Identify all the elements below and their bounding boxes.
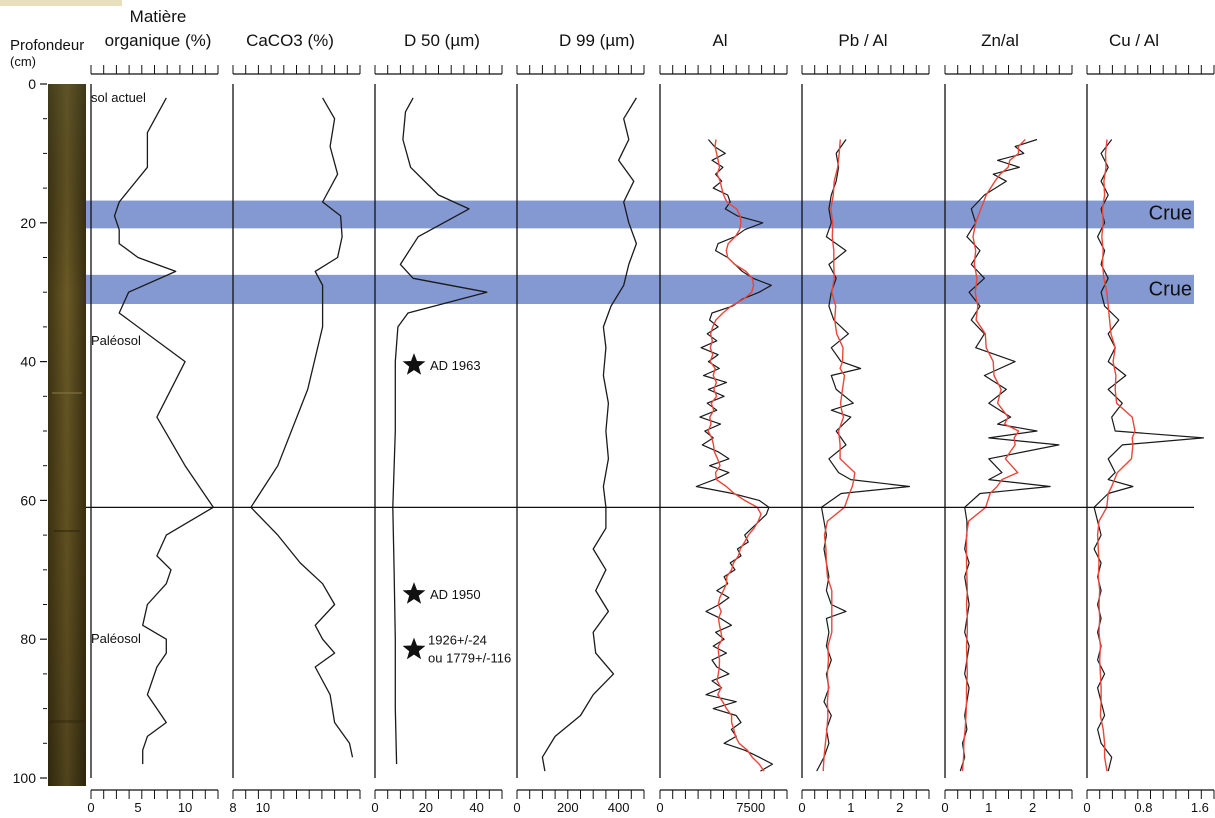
flood-band	[86, 200, 1194, 229]
x-tick-label: 5	[134, 800, 141, 815]
panel-8: 0 0.8 1.6 Cu / Al	[1083, 31, 1215, 815]
profile-line	[392, 97, 488, 765]
flood-band	[86, 274, 1194, 304]
panel-title: D 99 (µm)	[559, 31, 635, 50]
panel-title: D 50 (µm)	[404, 31, 480, 50]
x-tick-label: 1	[847, 800, 854, 815]
x-tick-label: 0	[656, 800, 663, 815]
star-icon	[402, 582, 426, 604]
x-tick-label: 20	[419, 800, 433, 815]
y-tick-label: 80	[20, 631, 36, 647]
x-tick-label: 200	[557, 800, 579, 815]
x-tick-label: 0	[1083, 800, 1090, 815]
x-tick-label: 2	[896, 800, 903, 815]
panel-7: 0 1 2 Zn/al	[941, 31, 1073, 815]
date-label-ad-1963: AD 1963	[430, 358, 481, 373]
x-tick-label: 400	[608, 800, 630, 815]
x-tick-label: 10	[178, 800, 192, 815]
x-tick-label: 0.8	[1134, 800, 1152, 815]
panel-6: 0 1 2 Pb / Al	[798, 31, 930, 815]
x-tick-label: 1.6	[1191, 800, 1209, 815]
panel-3: 0 20 40 D 50 (µm)	[371, 31, 503, 815]
annotation-sol-actuel: sol actuel	[91, 90, 146, 105]
flood-bands	[86, 200, 1194, 304]
x-tick-label: 2	[1029, 800, 1036, 815]
core-photo	[48, 84, 86, 786]
panel-5: 0 7500 Al	[656, 31, 788, 815]
x-tick-label: 10	[256, 800, 270, 815]
crue-label-1: Crue	[1149, 202, 1192, 224]
date-label-1926: 1926+/-24	[428, 633, 487, 648]
y-axis-ticks: 0 20 40 60 80 100	[13, 76, 47, 786]
date-label-ad-1950: AD 1950	[430, 587, 481, 602]
x-tick-label: 1	[985, 800, 992, 815]
profile-line	[250, 97, 354, 758]
profile-line-raw	[959, 138, 1060, 772]
panel-title: Cu / Al	[1109, 31, 1159, 50]
profile-line-smoothed	[1096, 139, 1136, 772]
x-tick-label: 0	[87, 800, 94, 815]
x-tick-label: 40	[469, 800, 483, 815]
panel-title: CaCO3 (%)	[246, 31, 334, 50]
crue-label-2: Crue	[1149, 279, 1192, 301]
profile-line-smoothed	[822, 139, 856, 772]
annotation-paleosol-1: Paléosol	[91, 333, 141, 348]
panel-title: Zn/al	[981, 31, 1019, 50]
panel-title: Pb / Al	[838, 31, 887, 50]
y-tick-label: 0	[28, 76, 36, 92]
y-axis-label-line2: (cm)	[10, 54, 36, 69]
profile-line-raw	[816, 139, 911, 772]
star-icon	[402, 353, 426, 375]
profile-line-smoothed	[707, 139, 765, 772]
panel-4: 0 200 400 D 99 (µm)	[513, 31, 645, 815]
x-tick-label: 0	[371, 800, 378, 815]
profile-line	[113, 97, 214, 765]
profile-line-raw	[1093, 139, 1205, 772]
profile-line-smoothed	[961, 139, 1026, 772]
profile-line-raw	[695, 139, 774, 772]
header-tab	[0, 0, 122, 6]
x-tick-label: 0	[798, 800, 805, 815]
x-tick-label: 0	[513, 800, 520, 815]
y-tick-label: 40	[20, 354, 36, 370]
date-label-1779: ou 1779+/-116	[428, 651, 511, 666]
profile-line	[541, 97, 638, 772]
y-tick-label: 100	[13, 770, 37, 786]
star-icon	[402, 637, 426, 660]
panel-2: 8 10 CaCO3 (%)	[229, 31, 361, 815]
panel-title: Al	[712, 31, 727, 50]
y-axis-label-line1: Profondeur	[10, 37, 84, 54]
panel-1: 0 5 10 Matière organique (%)	[87, 7, 219, 815]
y-tick-label: 60	[20, 492, 36, 508]
panel-title: organique (%)	[105, 31, 212, 50]
x-tick-label: 0	[941, 800, 948, 815]
panel-title: Matière	[130, 7, 187, 26]
y-tick-label: 20	[20, 215, 36, 231]
x-tick-label: 8	[229, 800, 236, 815]
x-tick-label: 7500	[736, 800, 765, 815]
annotation-paleosol-2: Paléosol	[91, 631, 141, 646]
